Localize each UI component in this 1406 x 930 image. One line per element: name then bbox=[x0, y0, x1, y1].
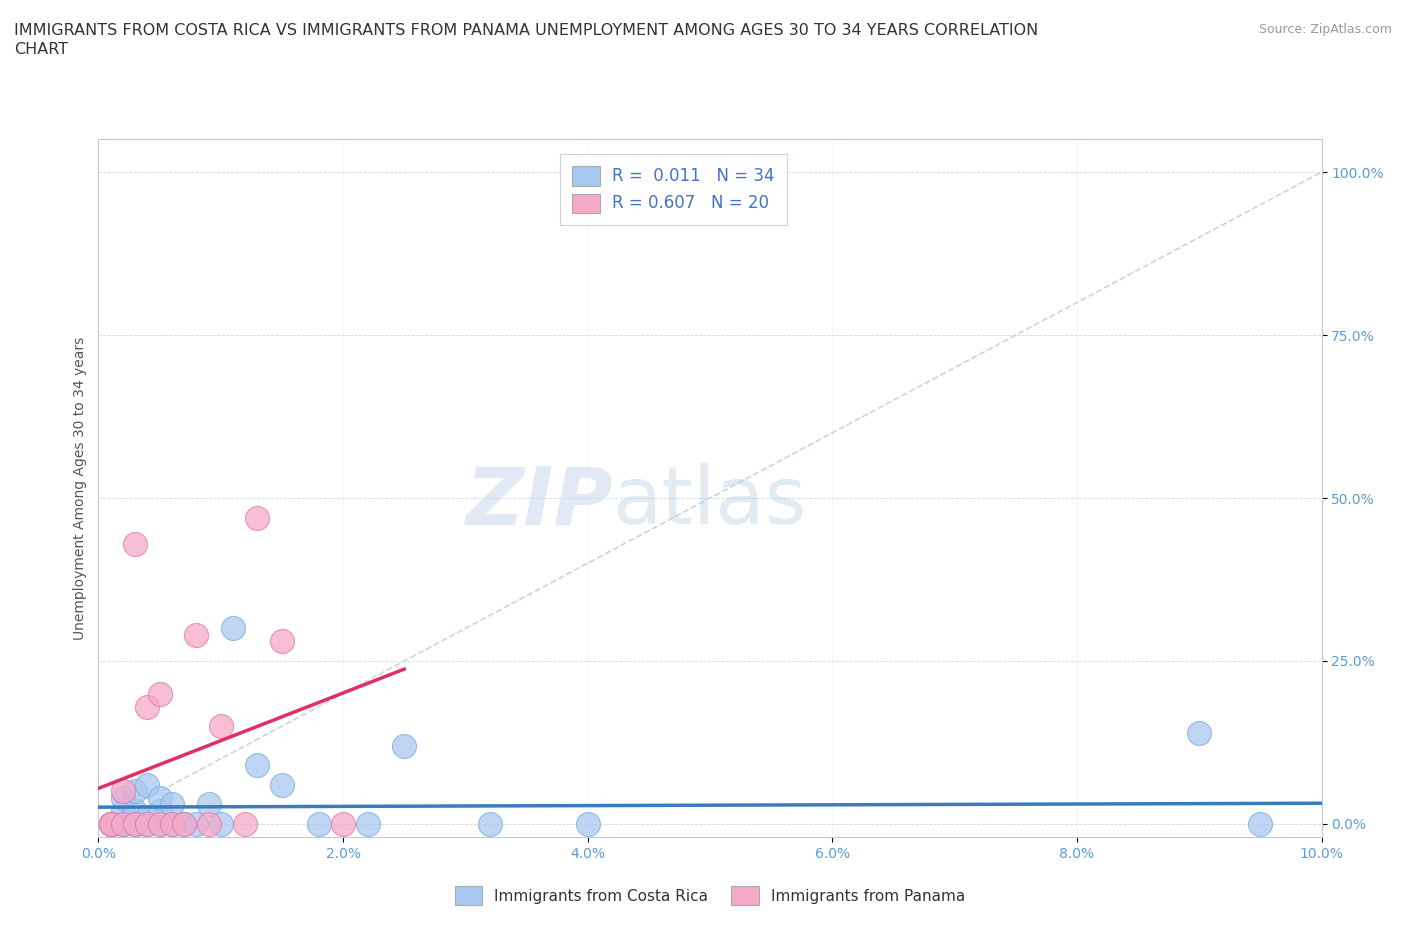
Point bbox=[100, 817, 122, 831]
Point bbox=[222, 621, 245, 636]
Point bbox=[186, 817, 208, 831]
Text: ZIP: ZIP bbox=[465, 463, 612, 541]
Text: atlas: atlas bbox=[612, 463, 807, 541]
Point bbox=[160, 817, 183, 831]
Point bbox=[124, 784, 146, 799]
Point bbox=[160, 817, 183, 831]
Point bbox=[111, 804, 134, 818]
Point bbox=[136, 699, 159, 714]
Point bbox=[246, 511, 269, 525]
Y-axis label: Unemployment Among Ages 30 to 34 years: Unemployment Among Ages 30 to 34 years bbox=[73, 337, 87, 640]
Point bbox=[111, 784, 134, 799]
Point bbox=[233, 817, 256, 831]
Point bbox=[124, 817, 146, 831]
Point bbox=[136, 777, 159, 792]
Point bbox=[111, 817, 134, 831]
Point bbox=[111, 817, 134, 831]
Point bbox=[392, 738, 416, 753]
Point bbox=[246, 758, 269, 773]
Point bbox=[100, 817, 122, 831]
Point bbox=[149, 817, 172, 831]
Point bbox=[100, 817, 122, 831]
Point bbox=[149, 817, 172, 831]
Point bbox=[308, 817, 330, 831]
Point bbox=[197, 797, 219, 812]
Point bbox=[478, 817, 501, 831]
Point bbox=[124, 817, 146, 831]
Point bbox=[173, 817, 195, 831]
Point bbox=[136, 817, 159, 831]
Point bbox=[356, 817, 378, 831]
Point bbox=[270, 634, 292, 649]
Point bbox=[100, 817, 122, 831]
Point bbox=[160, 797, 183, 812]
Point bbox=[149, 804, 172, 818]
Point bbox=[111, 817, 134, 831]
Point bbox=[209, 817, 232, 831]
Point bbox=[124, 537, 146, 551]
Text: Source: ZipAtlas.com: Source: ZipAtlas.com bbox=[1258, 23, 1392, 36]
Point bbox=[173, 817, 195, 831]
Point bbox=[136, 810, 159, 825]
Point bbox=[124, 817, 146, 831]
Point bbox=[111, 790, 134, 805]
Point bbox=[186, 628, 208, 643]
Point bbox=[100, 817, 122, 831]
Point bbox=[332, 817, 354, 831]
Text: IMMIGRANTS FROM COSTA RICA VS IMMIGRANTS FROM PANAMA UNEMPLOYMENT AMONG AGES 30 : IMMIGRANTS FROM COSTA RICA VS IMMIGRANTS… bbox=[14, 23, 1038, 38]
Point bbox=[100, 817, 122, 831]
Point bbox=[576, 817, 599, 831]
Point bbox=[149, 686, 172, 701]
Legend: Immigrants from Costa Rica, Immigrants from Panama: Immigrants from Costa Rica, Immigrants f… bbox=[447, 878, 973, 913]
Point bbox=[1249, 817, 1271, 831]
Point bbox=[100, 817, 122, 831]
Point bbox=[149, 790, 172, 805]
Point bbox=[197, 817, 219, 831]
Text: CHART: CHART bbox=[14, 42, 67, 57]
Point bbox=[136, 817, 159, 831]
Point bbox=[124, 804, 146, 818]
Point bbox=[209, 719, 232, 734]
Point bbox=[270, 777, 292, 792]
Point bbox=[1188, 725, 1211, 740]
